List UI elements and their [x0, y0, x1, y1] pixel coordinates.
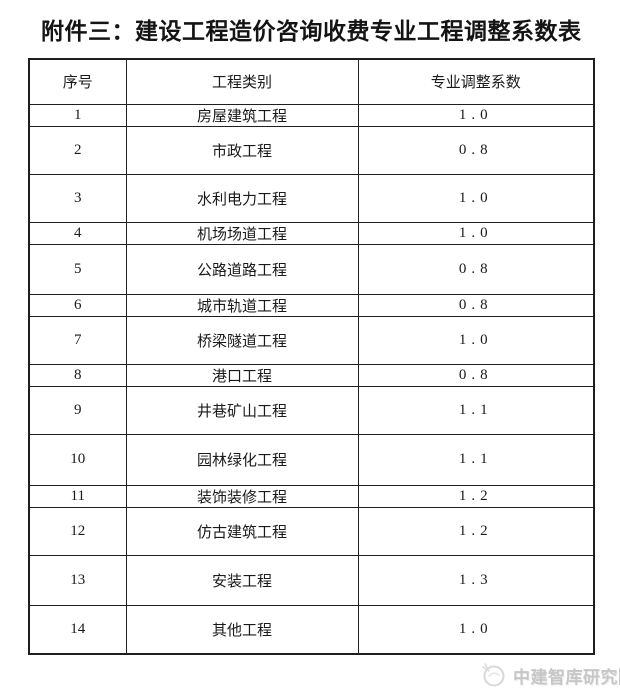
- category-cell: 城市轨道工程: [125, 293, 359, 317]
- coefficient-table: 序号 工程类别 专业调整系数 1 房屋建筑工程 1.0 2 市政工程 0.8 3…: [28, 58, 595, 655]
- table-header-row: 序号 工程类别 专业调整系数: [28, 58, 595, 105]
- category-cell: 公路道路工程: [125, 243, 359, 295]
- row-index-cell: 2: [28, 125, 127, 175]
- row-index-cell: 1: [28, 103, 127, 127]
- coefficient-cell: 1.0: [357, 173, 595, 223]
- coefficient-cell: 1.2: [357, 506, 595, 556]
- row-index-cell: 12: [28, 506, 127, 556]
- coefficient-cell: 1.0: [357, 315, 595, 365]
- row-index-cell: 10: [28, 433, 127, 486]
- table-row: 13 安装工程 1.3: [28, 554, 595, 606]
- coefficient-cell: 0.8: [357, 125, 595, 175]
- table-row: 3 水利电力工程 1.0: [28, 173, 595, 223]
- coefficient-cell: 1.1: [357, 385, 595, 435]
- row-index-cell: 9: [28, 385, 127, 435]
- category-cell: 桥梁隧道工程: [125, 315, 359, 365]
- table-row: 2 市政工程 0.8: [28, 125, 595, 175]
- coefficient-cell: 1.1: [357, 433, 595, 486]
- watermark-text: 中建智库研究院: [513, 667, 620, 687]
- category-cell: 安装工程: [125, 554, 359, 606]
- watermark-footer: 中建智库研究院: [480, 661, 620, 689]
- category-cell: 装饰装修工程: [125, 484, 359, 508]
- category-cell: 市政工程: [125, 125, 359, 175]
- table-row: 8 港口工程 0.8: [28, 363, 595, 387]
- category-cell: 机场场道工程: [125, 221, 359, 245]
- table-row: 12 仿古建筑工程 1.2: [28, 506, 595, 556]
- table-row: 10 园林绿化工程 1.1: [28, 433, 595, 486]
- col-header-coefficient: 专业调整系数: [357, 58, 595, 105]
- page-title: 附件三：建设工程造价咨询收费专业工程调整系数表: [41, 18, 582, 44]
- col-header-no: 序号: [28, 58, 127, 105]
- coefficient-cell: 1.0: [357, 221, 595, 245]
- category-cell: 井巷矿山工程: [125, 385, 359, 435]
- row-index-cell: 8: [28, 363, 127, 387]
- category-cell: 园林绿化工程: [125, 433, 359, 486]
- row-index-cell: 14: [28, 604, 127, 655]
- category-cell: 港口工程: [125, 363, 359, 387]
- row-index-cell: 4: [28, 221, 127, 245]
- coefficient-cell: 1.2: [357, 484, 595, 508]
- row-index-cell: 13: [28, 554, 127, 606]
- row-index-cell: 7: [28, 315, 127, 365]
- row-index-cell: 6: [28, 293, 127, 317]
- coefficient-cell: 0.8: [357, 293, 595, 317]
- table-row: 4 机场场道工程 1.0: [28, 221, 595, 245]
- category-cell: 其他工程: [125, 604, 359, 655]
- table-row: 6 城市轨道工程 0.8: [28, 293, 595, 317]
- coefficient-cell: 1.0: [357, 604, 595, 655]
- table-row: 7 桥梁隧道工程 1.0: [28, 315, 595, 365]
- coefficient-cell: 1.3: [357, 554, 595, 606]
- table-row: 11 装饰装修工程 1.2: [28, 484, 595, 508]
- table-row: 5 公路道路工程 0.8: [28, 243, 595, 295]
- table-row: 1 房屋建筑工程 1.0: [28, 103, 595, 127]
- table-row: 9 井巷矿山工程 1.1: [28, 385, 595, 435]
- category-cell: 仿古建筑工程: [125, 506, 359, 556]
- coefficient-cell: 0.8: [357, 243, 595, 295]
- row-index-cell: 3: [28, 173, 127, 223]
- category-cell: 水利电力工程: [125, 173, 359, 223]
- coefficient-cell: 0.8: [357, 363, 595, 387]
- coefficient-cell: 1.0: [357, 103, 595, 127]
- table-row: 14 其他工程 1.0: [28, 604, 595, 655]
- row-index-cell: 5: [28, 243, 127, 295]
- row-index-cell: 11: [28, 484, 127, 508]
- col-header-category: 工程类别: [125, 58, 359, 105]
- category-cell: 房屋建筑工程: [125, 103, 359, 127]
- institute-emblem-icon: [480, 661, 506, 689]
